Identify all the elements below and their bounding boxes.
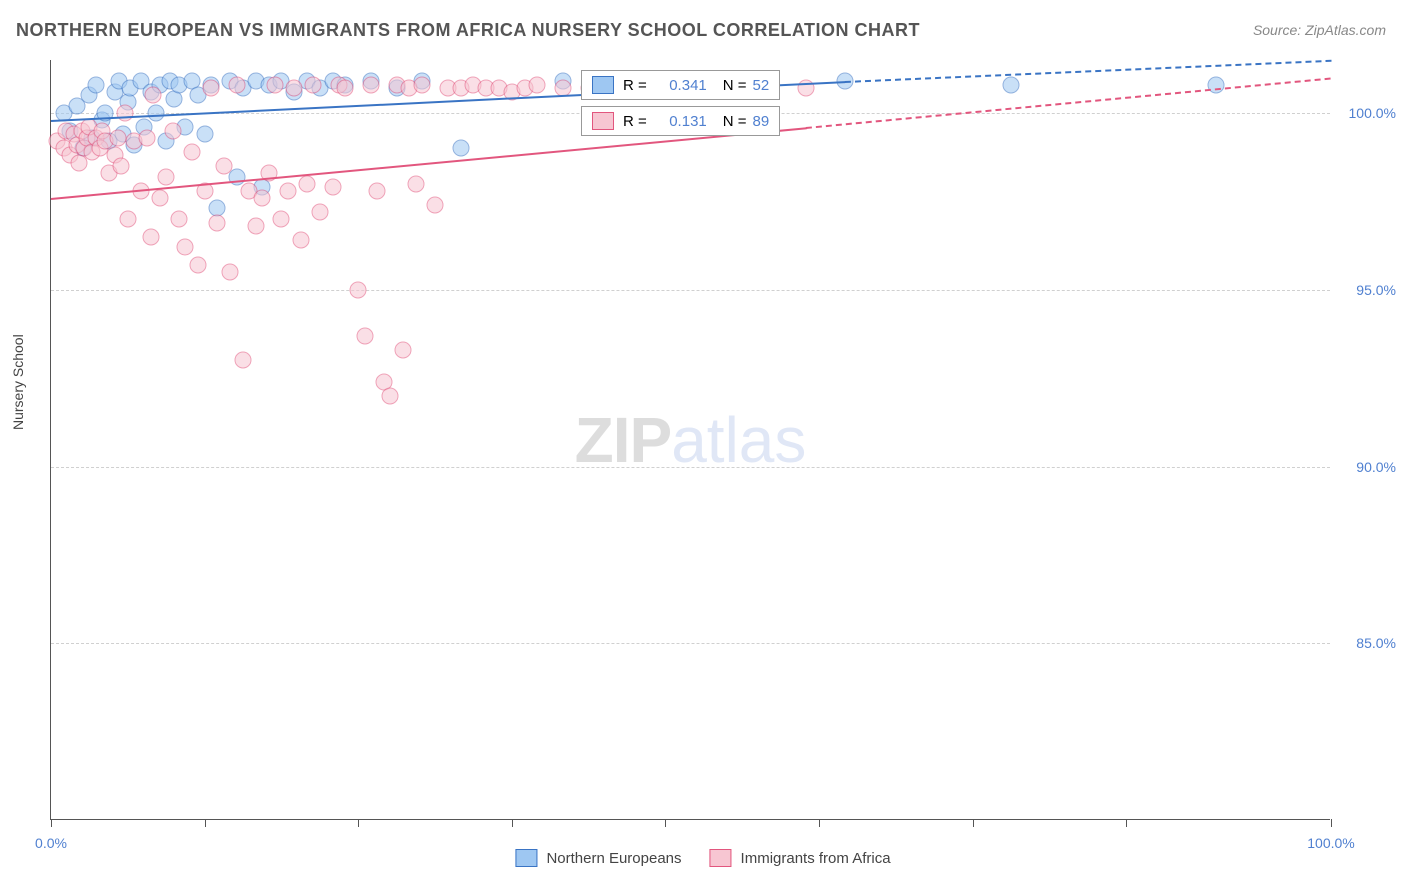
watermark-zip: ZIP — [575, 404, 672, 476]
data-point-africa — [356, 327, 373, 344]
data-point-africa — [177, 239, 194, 256]
stats-swatch — [592, 112, 614, 130]
stats-n-value: 52 — [753, 77, 770, 94]
data-point-northern — [452, 140, 469, 157]
legend-label-northern: Northern Europeans — [546, 850, 681, 867]
y-tick-label: 100.0% — [1349, 105, 1396, 121]
plot-area: ZIPatlas 100.0%95.0%90.0%85.0%0.0%100.0%… — [50, 60, 1330, 820]
data-point-africa — [427, 196, 444, 213]
stats-swatch — [592, 76, 614, 94]
chart-title: NORTHERN EUROPEAN VS IMMIGRANTS FROM AFR… — [16, 20, 920, 41]
data-point-africa — [117, 105, 134, 122]
y-tick-label: 95.0% — [1356, 282, 1396, 298]
legend-label-africa: Immigrants from Africa — [741, 850, 891, 867]
data-point-northern — [196, 126, 213, 143]
x-tick-mark — [512, 819, 513, 827]
data-point-africa — [164, 122, 181, 139]
stats-r-value: 0.341 — [653, 77, 707, 94]
data-point-africa — [267, 76, 284, 93]
y-axis-label: Nursery School — [10, 334, 26, 430]
data-point-africa — [350, 281, 367, 298]
data-point-africa — [222, 264, 239, 281]
x-tick-mark — [665, 819, 666, 827]
data-point-africa — [158, 168, 175, 185]
chart-container: NORTHERN EUROPEAN VS IMMIGRANTS FROM AFR… — [0, 0, 1406, 892]
gridline-h — [51, 467, 1330, 468]
data-point-africa — [363, 76, 380, 93]
watermark: ZIPatlas — [575, 403, 807, 477]
x-tick-mark — [973, 819, 974, 827]
stats-n-value: 89 — [753, 113, 770, 130]
data-point-africa — [171, 211, 188, 228]
data-point-africa — [151, 189, 168, 206]
data-point-africa — [209, 214, 226, 231]
x-tick-mark — [1126, 819, 1127, 827]
x-tick-mark — [1331, 819, 1332, 827]
data-point-northern — [147, 105, 164, 122]
y-tick-label: 85.0% — [1356, 635, 1396, 651]
data-point-africa — [203, 80, 220, 97]
stats-box-africa: R = 0.131 N = 89 — [581, 106, 780, 136]
legend-swatch-northern — [515, 849, 537, 867]
data-point-africa — [299, 175, 316, 192]
data-point-africa — [109, 129, 126, 146]
data-point-africa — [337, 80, 354, 97]
data-point-africa — [247, 218, 264, 235]
source-label: Source: ZipAtlas.com — [1253, 22, 1386, 38]
x-tick-mark — [205, 819, 206, 827]
regression-line — [806, 78, 1331, 131]
data-point-africa — [292, 232, 309, 249]
x-tick-mark — [819, 819, 820, 827]
x-tick-mark — [51, 819, 52, 827]
y-tick-label: 90.0% — [1356, 459, 1396, 475]
x-tick-mark — [358, 819, 359, 827]
data-point-africa — [382, 387, 399, 404]
data-point-africa — [235, 352, 252, 369]
stats-r-value: 0.131 — [653, 113, 707, 130]
data-point-africa — [273, 211, 290, 228]
data-point-africa — [311, 204, 328, 221]
data-point-africa — [529, 76, 546, 93]
stats-box-northern: R = 0.341 N = 52 — [581, 70, 780, 100]
stats-r-label: R = — [623, 77, 647, 94]
data-point-africa — [407, 175, 424, 192]
gridline-h — [51, 643, 1330, 644]
stats-n-label: N = — [723, 113, 747, 130]
legend-item-africa: Immigrants from Africa — [710, 849, 891, 867]
x-tick-label: 100.0% — [1307, 835, 1354, 851]
gridline-h — [51, 290, 1330, 291]
data-point-africa — [369, 182, 386, 199]
data-point-northern — [1003, 76, 1020, 93]
data-point-africa — [305, 76, 322, 93]
data-point-africa — [395, 341, 412, 358]
stats-r-label: R = — [623, 113, 647, 130]
data-point-africa — [286, 80, 303, 97]
watermark-atlas: atlas — [671, 404, 806, 476]
data-point-northern — [87, 76, 104, 93]
legend-swatch-africa — [710, 849, 732, 867]
data-point-africa — [279, 182, 296, 199]
data-point-africa — [215, 158, 232, 175]
data-point-africa — [183, 143, 200, 160]
bottom-legend: Northern Europeans Immigrants from Afric… — [515, 849, 890, 867]
data-point-africa — [139, 129, 156, 146]
regression-line — [845, 60, 1332, 85]
data-point-africa — [119, 211, 136, 228]
data-point-africa — [142, 228, 159, 245]
data-point-africa — [113, 158, 130, 175]
data-point-africa — [254, 189, 271, 206]
legend-item-northern: Northern Europeans — [515, 849, 681, 867]
data-point-africa — [414, 76, 431, 93]
stats-n-label: N = — [723, 77, 747, 94]
data-point-africa — [228, 76, 245, 93]
data-point-africa — [324, 179, 341, 196]
data-point-africa — [145, 87, 162, 104]
data-point-africa — [190, 257, 207, 274]
x-tick-label: 0.0% — [35, 835, 67, 851]
